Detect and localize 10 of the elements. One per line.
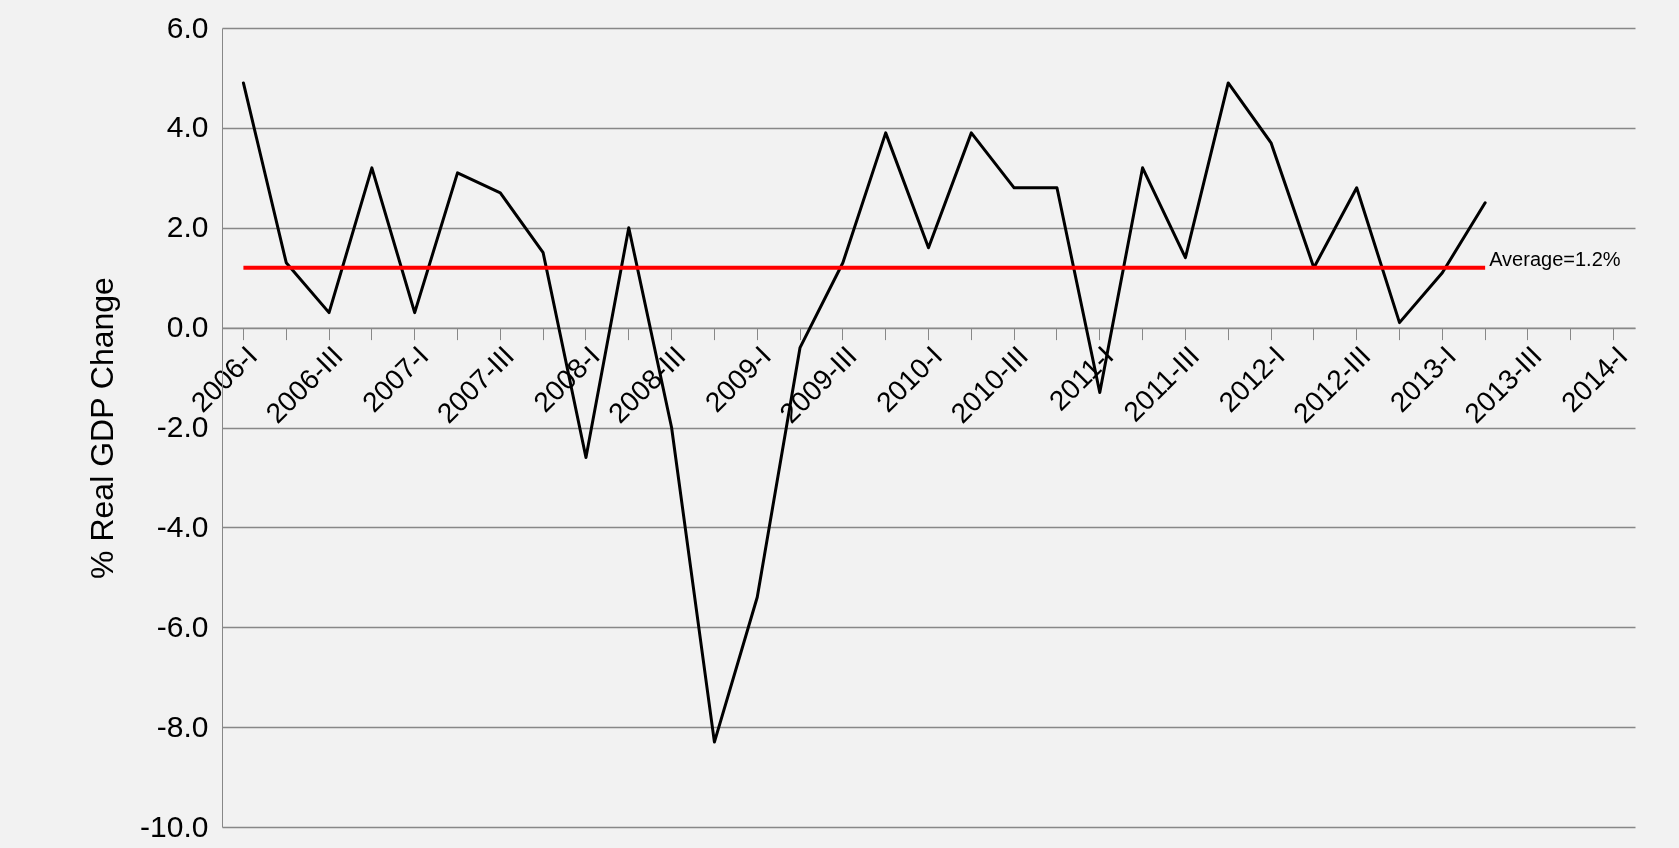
y-tick-label: 0.0 — [166, 310, 209, 344]
y-tick-label: 2.0 — [166, 210, 209, 244]
y-tick-label: -8.0 — [156, 709, 209, 743]
ref-line-label: Average=1.2% — [1489, 247, 1621, 270]
y-tick-label: -10.0 — [140, 809, 209, 843]
y-tick-label: -4.0 — [156, 509, 209, 543]
y-tick-label: -6.0 — [156, 609, 209, 643]
y-tick-label: 6.0 — [166, 10, 209, 44]
y-tick-label: 4.0 — [166, 110, 209, 144]
y-axis-title: % Real GDP Change — [84, 277, 121, 579]
